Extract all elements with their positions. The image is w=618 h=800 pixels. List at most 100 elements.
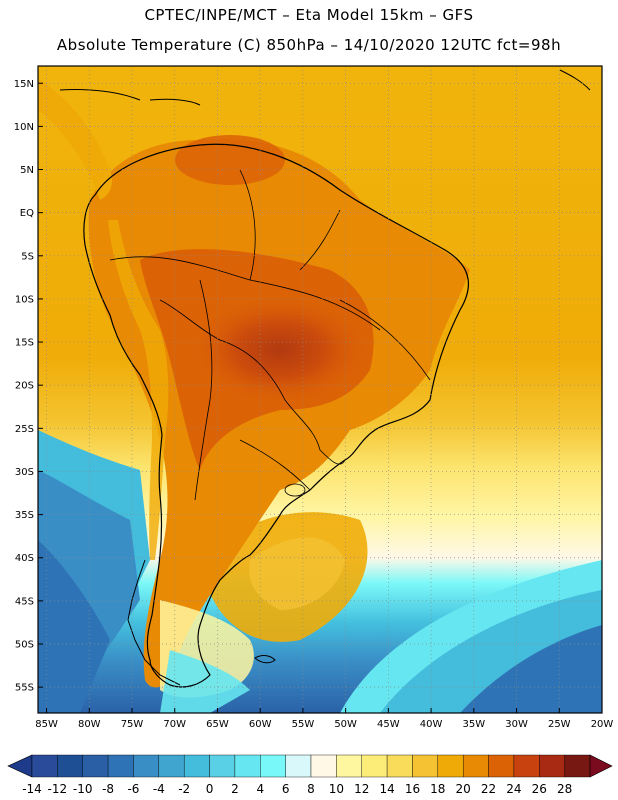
lon-label: 35W (463, 719, 486, 730)
colorbar-label: 14 (379, 782, 394, 796)
lat-label: 30S (15, 467, 34, 478)
colorbar-label: 2 (231, 782, 239, 796)
hot-core-venezuela (175, 135, 285, 185)
border-line-3 (159, 299, 286, 401)
border-line-7 (339, 299, 431, 381)
colorbar-label: 8 (307, 782, 315, 796)
lon-label: 60W (249, 719, 272, 730)
colorbar-label: -12 (48, 782, 68, 796)
colorbar-swatch (386, 754, 413, 778)
lat-label: 40S (15, 553, 34, 564)
caribbean-islands (59, 89, 141, 101)
colorbar-label: -14 (22, 782, 42, 796)
latitude-labels: 15N 10N 5N EQ 5S 10S 15S 20S 25S 30S 35S 40S 45S 50S 5… (14, 79, 34, 694)
colorbar-swatch (513, 754, 540, 778)
longitude-labels: 85W 80W 75W 70W 65W 60W 55W 50W 45W 40W 35W 30W 25W 2… (35, 719, 613, 730)
lagoon-outline (284, 483, 306, 497)
warm-plume-core (249, 537, 345, 610)
colorbar-swatch (539, 754, 565, 778)
colorbar-label: -2 (178, 782, 190, 796)
continent-coastline (83, 143, 469, 688)
colorbar-label: -4 (153, 782, 165, 796)
hispaniola-coast (149, 98, 201, 106)
lon-label: 50W (334, 719, 357, 730)
lat-label: 25S (15, 424, 34, 435)
lat-label: 10S (15, 294, 34, 305)
lon-label: 75W (121, 719, 144, 730)
colorbar-label: -6 (127, 782, 139, 796)
colorbar-swatch (57, 754, 83, 778)
colorbar-swatch (183, 754, 210, 778)
colorbar-swatch (31, 754, 58, 778)
colorbar-over-arrow (589, 754, 613, 778)
colorbar-label: -10 (73, 782, 93, 796)
lon-label: 25W (548, 719, 571, 730)
lat-label: 35S (15, 510, 34, 521)
andes-cool-strip (108, 220, 169, 560)
colorbar-label: 22 (481, 782, 496, 796)
colorbar-swatch (133, 754, 160, 778)
lon-label: 20W (591, 719, 614, 730)
colorbar-swatch (462, 754, 489, 778)
pacific-coldest-band (38, 540, 110, 713)
colorbar-swatch (234, 754, 261, 778)
colorbar-label: 0 (206, 782, 214, 796)
colorbar-swatch (564, 754, 591, 778)
border-line-2 (194, 279, 213, 501)
africa-coast (559, 69, 591, 91)
lon-label: 80W (78, 719, 101, 730)
colorbar-label: 18 (430, 782, 445, 796)
lat-label: 15S (15, 338, 34, 349)
border-line-6 (299, 209, 341, 271)
colorbar-swatch (488, 754, 515, 778)
colorbar-label: 12 (354, 782, 369, 796)
lat-label: 50S (15, 639, 34, 650)
colorbar-label: 4 (256, 782, 264, 796)
chart-title-line1: CPTEC/INPE/MCT – Eta Model 15km – GFS (144, 6, 474, 24)
atlantic-coldest-band (460, 625, 602, 713)
lat-label: 15N (14, 79, 34, 90)
colorbar-swatch (412, 754, 439, 778)
lon-label: 65W (206, 719, 229, 730)
lat-label: EQ (20, 208, 34, 219)
lon-label: 55W (292, 719, 315, 730)
border-line-8 (239, 439, 311, 491)
border-line-4 (239, 169, 256, 281)
colorbar-swatch (158, 754, 185, 778)
lon-label: 85W (35, 719, 58, 730)
lat-label: 20S (15, 381, 34, 392)
colorbar-label: 28 (557, 782, 572, 796)
falklands-coast (254, 655, 276, 664)
drake-passage-cold (160, 650, 250, 713)
colorbar-label: 16 (405, 782, 420, 796)
lon-label: 70W (163, 719, 186, 730)
colorbar-swatch (285, 754, 312, 778)
colorbar-label: 20 (456, 782, 471, 796)
chart-title-line2: Absolute Temperature (C) 850hPa – 14/10/… (56, 36, 562, 54)
colorbar: -14 -12 -10 -8 -6 -4 -2 0 2 4 6 8 10 12 14 16 18 20 22 24 26… (7, 754, 613, 796)
colorbar-label: 24 (506, 782, 521, 796)
hot-core-central-brazil (190, 295, 370, 405)
lon-label: 30W (505, 719, 528, 730)
colorbar-swatch (209, 754, 236, 778)
colorbar-under-arrow (7, 754, 33, 778)
colorbar-swatch (361, 754, 388, 778)
map-frame (37, 65, 603, 714)
border-line-5 (284, 399, 346, 465)
colorbar-label: 6 (282, 782, 290, 796)
map-plot-area (38, 66, 602, 713)
lat-label: 10N (14, 122, 34, 133)
colorbar-swatch (260, 754, 286, 778)
colorbar-swatch (82, 754, 109, 778)
lon-label: 45W (377, 719, 400, 730)
chile-fjord-coast (127, 559, 181, 686)
colorbar-label: 26 (532, 782, 547, 796)
lon-label: 40W (420, 719, 443, 730)
central-america-land (38, 78, 112, 200)
colorbar-swatch (310, 754, 337, 778)
colorbar-swatch (437, 754, 464, 778)
lat-label: 5N (20, 165, 34, 176)
colorbar-label: -8 (102, 782, 114, 796)
colorbar-label: 10 (329, 782, 344, 796)
